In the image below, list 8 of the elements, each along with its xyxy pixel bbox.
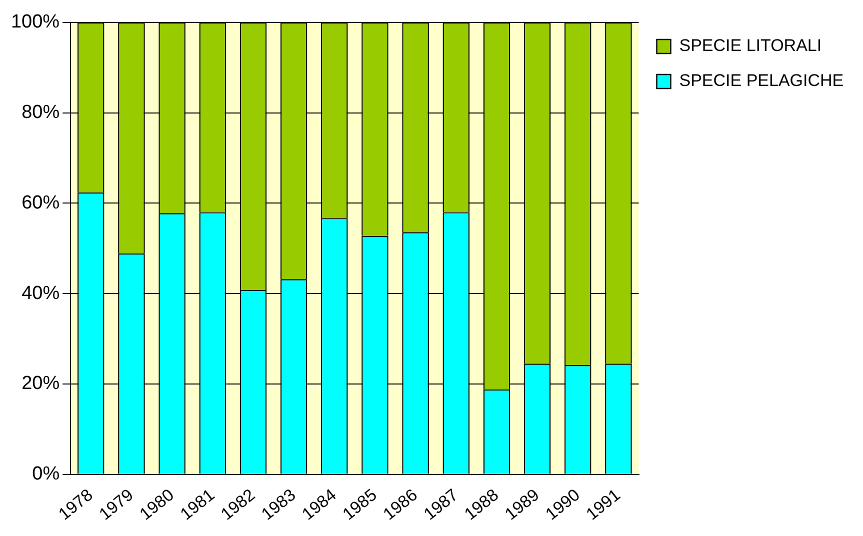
- legend-label: SPECIE LITORALI: [679, 36, 822, 56]
- y-tick-label: 100%: [10, 12, 60, 33]
- y-tick-label: 0%: [32, 464, 60, 485]
- y-tick-label: 60%: [22, 192, 60, 214]
- y-tick-label: 80%: [22, 102, 60, 124]
- y-tick-label: 40%: [22, 282, 60, 304]
- y-tick-label: 20%: [22, 373, 60, 394]
- legend-label: SPECIE PELAGICHE: [679, 71, 844, 90]
